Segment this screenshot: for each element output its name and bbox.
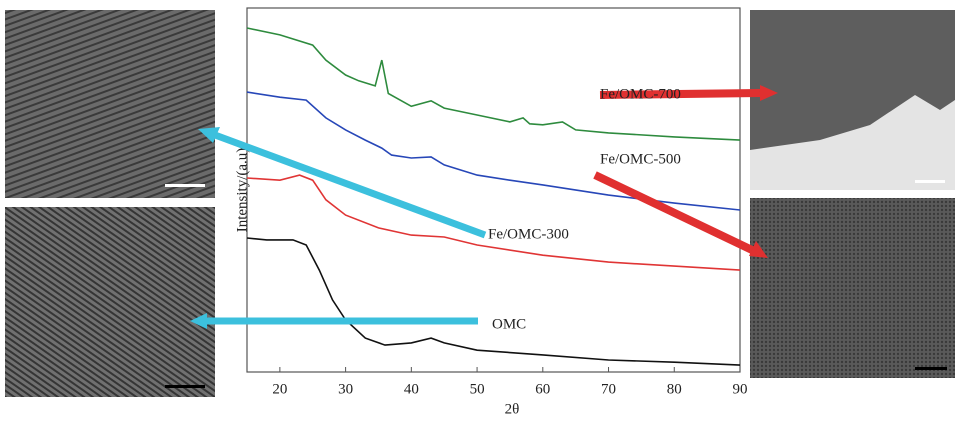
arrow-head (190, 313, 207, 329)
tem-images (5, 10, 955, 397)
series-line (246, 27, 741, 141)
x-tick-label: 70 (601, 381, 616, 397)
series-label: Fe/OMC-300 (488, 226, 569, 242)
series-line (246, 174, 741, 271)
tem-bg (750, 95, 955, 190)
tem-image (5, 207, 215, 397)
scale-bar (165, 184, 205, 187)
series-line (246, 237, 741, 366)
tem-image (5, 10, 215, 198)
arrow-head (749, 241, 768, 258)
scale-bar (915, 180, 945, 183)
x-tick-label: 90 (733, 381, 748, 397)
x-tick-label: 50 (470, 381, 485, 397)
y-axis-label: Intensity/(a.u) (234, 148, 250, 233)
arrow (593, 171, 754, 254)
series-label: Fe/OMC-500 (600, 151, 681, 167)
arrow-head (198, 127, 220, 143)
x-tick-label: 20 (272, 381, 287, 397)
x-tick-label: 80 (667, 381, 682, 397)
x-tick-label: 60 (535, 381, 550, 397)
arrow (599, 89, 761, 99)
plot: Intensity/(a.u) 2θ 20 30 40 50 60 70 80 90 (234, 7, 748, 417)
x-tick-label: 30 (338, 381, 353, 397)
x-axis-label: 2θ (505, 401, 520, 417)
arrow-head (760, 85, 778, 101)
scale-bar (165, 385, 205, 388)
tem-image (750, 198, 955, 378)
series-line (246, 91, 741, 211)
series-label: Fe/OMC-700 (600, 86, 681, 102)
arrows (190, 85, 778, 329)
series-label: OMC (492, 316, 526, 332)
arrow (213, 131, 487, 239)
x-tick-label: 40 (404, 381, 419, 397)
plot-frame (246, 7, 741, 373)
scale-bar (915, 367, 947, 370)
